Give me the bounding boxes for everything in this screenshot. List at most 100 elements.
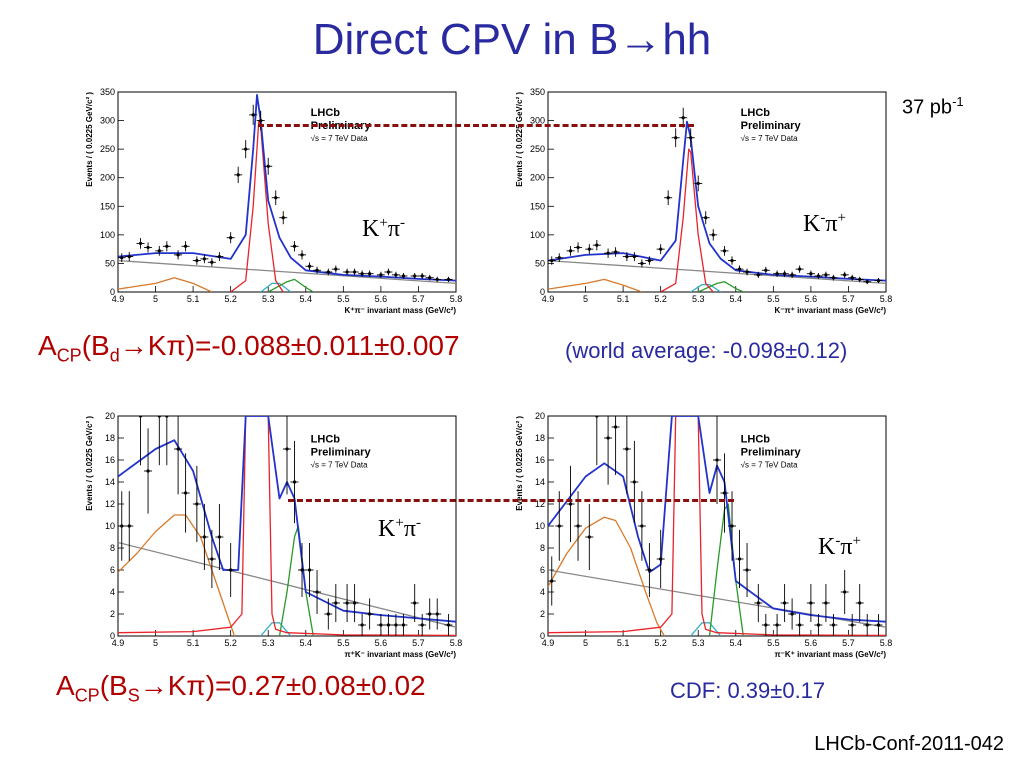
y-tick-label: 0: [540, 631, 545, 641]
x-tick-label: 5: [583, 294, 588, 304]
data-point: [606, 436, 610, 440]
data-point: [326, 270, 330, 274]
y-tick-label: 300: [530, 116, 545, 126]
y-tick-label: 200: [100, 173, 115, 183]
data-point: [568, 502, 573, 506]
data-point: [783, 272, 787, 276]
series-line-bs: [697, 281, 744, 292]
data-point: [368, 272, 372, 276]
data-point: [300, 253, 304, 257]
data-point: [401, 274, 406, 278]
data-point: [865, 623, 869, 627]
luminosity-value: 37 pb: [902, 96, 953, 119]
data-point: [824, 273, 828, 277]
y-tick-label: 4: [110, 587, 115, 597]
series-line-partially-reconstructed: [118, 277, 213, 292]
result-a: A: [38, 330, 57, 361]
data-point: [595, 243, 599, 247]
result-b: (B: [81, 330, 110, 361]
data-point: [632, 254, 636, 259]
x-axis-label: K⁻π⁺ invariant mass (GeV/c²): [775, 306, 887, 315]
x-tick-label: 5.6: [375, 638, 388, 648]
data-point: [446, 277, 451, 282]
data-point: [730, 524, 734, 528]
series-line-partially-reconstructed: [548, 516, 665, 636]
result-b-sub: S: [127, 685, 140, 706]
data-point: [737, 267, 742, 271]
plot-top-left: 4.9 5 5.1 5.2 5.3 5.4 5.5 5.6 5.7 5.8 0 50 100 150 200…: [82, 86, 466, 315]
data-point: [745, 568, 749, 572]
data-point: [146, 245, 150, 250]
data-point: [386, 623, 390, 627]
series-line-total: [118, 416, 456, 623]
data-point: [146, 469, 150, 473]
y-tick-label: 0: [540, 287, 545, 297]
x-tick-label: 4.9: [542, 638, 555, 648]
y-tick-label: 100: [100, 230, 115, 240]
data-point: [292, 244, 297, 248]
data-point: [420, 623, 424, 627]
chart-svg: 4.9 5 5.1 5.2 5.3 5.4 5.5 5.6 5.7 5.8 0 50 100 150 200…: [85, 87, 462, 315]
series-line-partially-reconstructed: [548, 278, 643, 292]
data-point: [435, 277, 439, 282]
data-point: [353, 270, 357, 274]
y-tick-label: 200: [530, 173, 545, 183]
result-b: (B: [99, 670, 128, 701]
x-tick-label: 5.1: [617, 294, 630, 304]
x-tick-label: 5: [583, 638, 588, 648]
plot-frame: [547, 91, 887, 293]
channel-pi: π: [840, 534, 853, 560]
data-point: [557, 256, 561, 260]
data-point: [858, 601, 862, 605]
data-point: [640, 524, 644, 528]
reference-label: LHCb-Conf-2011-042: [814, 733, 1004, 755]
data-point: [210, 260, 214, 264]
data-point: [435, 612, 439, 616]
data-point: [843, 590, 847, 594]
data-point: [850, 276, 854, 280]
y-axis-label: Events / ( 0.0225 GeV/c² ): [85, 416, 94, 511]
data-point: [587, 535, 591, 539]
data-point: [307, 264, 312, 268]
y-tick-label: 12: [535, 499, 545, 509]
data-point: [360, 623, 364, 627]
data-point: [666, 196, 670, 200]
x-tick-label: 5.7: [842, 294, 855, 304]
data-point: [809, 272, 813, 276]
data-point: [446, 623, 451, 627]
series-line-bs: [708, 503, 744, 636]
data-point: [386, 270, 390, 274]
data-point: [401, 623, 406, 627]
data-point: [138, 416, 143, 418]
channel-k: K: [362, 216, 380, 242]
data-point: [379, 623, 383, 627]
x-tick-label: 5.1: [187, 638, 200, 648]
data-point: [244, 147, 248, 151]
data-point: [127, 524, 131, 528]
data-point: [281, 216, 285, 220]
lhcb-label: LHCb: [311, 433, 341, 445]
data-point: [307, 568, 312, 572]
channel-sup: -: [415, 515, 421, 531]
x-tick-label: 5.5: [767, 294, 780, 304]
data-point: [764, 623, 768, 627]
channel-pi: π: [825, 211, 838, 237]
data-point: [285, 447, 289, 451]
data-point: [858, 277, 862, 282]
result-a-sub: CP: [56, 345, 82, 366]
x-tick-label: 5.6: [805, 638, 818, 648]
y-tick-label: 250: [100, 144, 115, 154]
data-point: [722, 249, 727, 253]
data-point: [176, 447, 180, 451]
data-point: [334, 601, 338, 605]
data-point: [292, 480, 297, 484]
y-tick-label: 16: [535, 455, 545, 465]
result-bd: ACP(Bd→Kπ)=-0.088±0.011±0.007: [38, 330, 460, 367]
x-axis-label: K⁺π⁻ invariant mass (GeV/c²): [345, 306, 457, 315]
data-point: [315, 268, 319, 272]
lhcb-energy-label: √s = 7 TeV Data: [311, 134, 368, 143]
chart-svg: 4.9 5 5.1 5.2 5.3 5.4 5.5 5.6 5.7 5.8 0 2 4 6 8 10 12 14 1…: [515, 411, 892, 659]
series-line-signal: [118, 416, 456, 636]
y-tick-label: 50: [105, 258, 115, 268]
y-tick-label: 20: [105, 411, 115, 421]
